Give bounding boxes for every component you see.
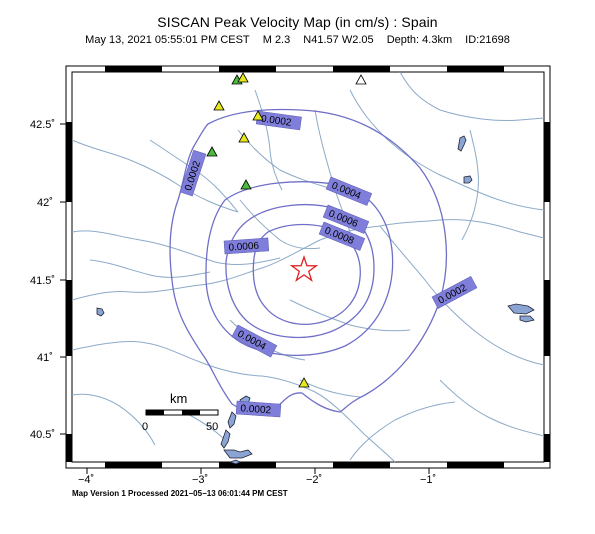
svg-text:0.0002: 0.0002 bbox=[240, 403, 272, 416]
event-magnitude: M 2.3 bbox=[262, 34, 291, 46]
y-tick-label: 42.5˚ bbox=[30, 119, 55, 131]
event-date: May 13, 2021 05:55:01 PM CEST bbox=[85, 34, 250, 46]
event-depth: Depth: 4.3km bbox=[386, 34, 453, 46]
svg-text:0.0002: 0.0002 bbox=[260, 114, 292, 129]
map-title: SISCAN Peak Velocity Map (in cm/s) : Spa… bbox=[157, 14, 438, 30]
contour-label: 0.0002 bbox=[255, 110, 302, 131]
map-version-footer: Map Version 1 Processed 2021−05−13 06:01… bbox=[72, 489, 288, 498]
triangle-icon bbox=[298, 377, 310, 388]
triangle-icon bbox=[238, 132, 250, 143]
y-tick-label: 41.5˚ bbox=[30, 275, 55, 287]
contour-0.0002 bbox=[169, 108, 448, 413]
triangle-icon bbox=[240, 179, 252, 190]
triangle-icon bbox=[355, 74, 367, 85]
triangle-icon bbox=[213, 100, 225, 111]
x-tick-label: −2˚ bbox=[306, 474, 322, 486]
x-tick-label: −4˚ bbox=[78, 474, 94, 486]
scale-bar-min: 0 bbox=[142, 421, 148, 433]
scale-bar-unit: km bbox=[170, 391, 187, 406]
reservoirs bbox=[96, 135, 535, 465]
event-location: N41.57 W2.05 bbox=[303, 34, 374, 46]
x-tick-label: −3˚ bbox=[192, 474, 208, 486]
y-tick-label: 41˚ bbox=[37, 352, 53, 364]
contour-label: 0.0002 bbox=[235, 400, 282, 418]
event-id: ID:21698 bbox=[465, 34, 510, 46]
x-tick-label: −1˚ bbox=[420, 474, 436, 486]
stations bbox=[206, 72, 367, 388]
scale-bar: km 0 50 bbox=[142, 391, 219, 433]
triangle-icon bbox=[206, 146, 218, 157]
y-tick-label: 40.5˚ bbox=[30, 429, 55, 441]
event-info: May 13, 2021 05:55:01 PM CEST M 2.3 N41.… bbox=[0, 34, 595, 46]
scale-bar-max: 50 bbox=[206, 421, 218, 433]
contour-label: 0.0006 bbox=[223, 237, 270, 255]
svg-text:0.0006: 0.0006 bbox=[228, 241, 260, 254]
star-icon bbox=[289, 254, 319, 282]
triangle-icon bbox=[252, 110, 264, 121]
y-tick-label: 42˚ bbox=[37, 197, 53, 209]
triangle-icon bbox=[237, 72, 249, 83]
